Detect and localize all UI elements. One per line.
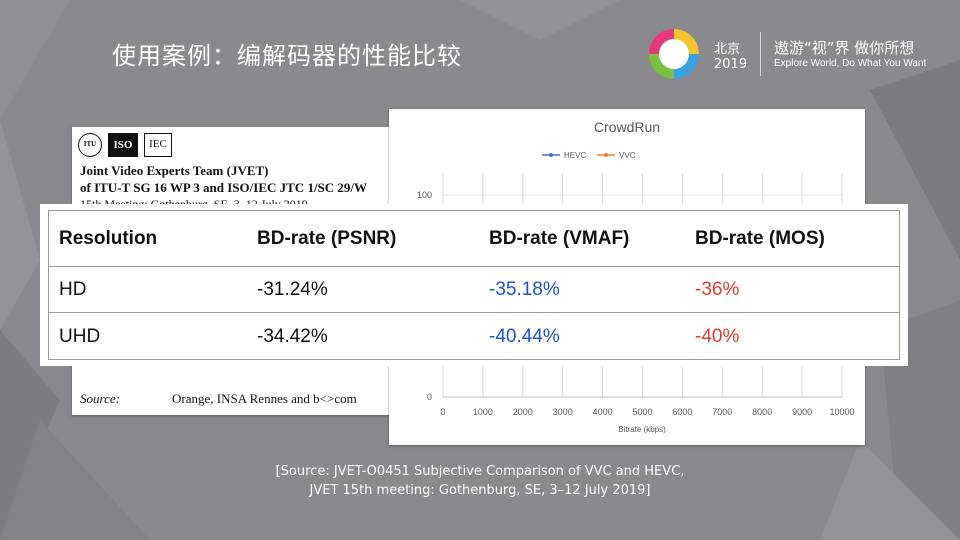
logo-city: 北京 — [714, 42, 741, 57]
bd-rate-table-grid: Resolution BD-rate (PSNR) BD-rate (VMAF)… — [48, 210, 900, 360]
cell-mos: -36% — [695, 279, 740, 300]
x-tick-label: 8000 — [752, 407, 772, 417]
legend-marker — [604, 153, 608, 157]
bd-rate-table: Resolution BD-rate (PSNR) BD-rate (VMAF)… — [40, 204, 908, 366]
chart-legend: HEVC VVC — [542, 151, 636, 160]
x-tick-label: 4000 — [593, 407, 613, 417]
logo-slogan: 遨游“视”界 做你所想 — [774, 39, 915, 57]
cell-psnr: -31.24% — [257, 279, 328, 300]
y-tick-label: 0 — [427, 392, 432, 402]
x-tick-label: 10000 — [829, 407, 854, 417]
table-row-uhd: UHD -34.42% -40.44% -40% — [49, 312, 899, 360]
logo-divider — [760, 32, 761, 76]
footer-source-line1: [Source: JVET-O0451 Subjective Compariso… — [275, 464, 685, 479]
event-logo: 北京 2019 遨游“视”界 做你所想 Explore World, Do Wh… — [648, 28, 948, 84]
itu-logo-icon: ITU — [78, 133, 102, 157]
header-bd-rate-mos: BD-rate (MOS) — [695, 227, 825, 249]
y-tick-label: 100 — [417, 190, 432, 200]
table-row-hd: HD -31.24% -35.18% -36% — [49, 266, 899, 313]
document-source-value: Orange, INSA Rennes and b<>com — [172, 391, 357, 406]
header-resolution: Resolution — [59, 227, 158, 249]
chart-y-ticks: 100 0 — [417, 190, 432, 402]
cell-resolution: UHD — [59, 325, 101, 347]
legend-marker — [549, 153, 553, 157]
document-sub: of ITU-T SG 16 WP 3 and ISO/IEC JTC 1/SC… — [80, 180, 368, 195]
document-org: Joint Video Experts Team (JVET) — [80, 163, 269, 178]
header-bd-rate-vmaf: BD-rate (VMAF) — [489, 227, 630, 249]
x-tick-label: 7000 — [712, 407, 732, 417]
chart-x-ticks: 0 1000 2000 3000 4000 5000 6000 7000 8000 9000 100… — [440, 407, 854, 417]
cell-vmaf: -40.44% — [489, 325, 560, 347]
x-tick-label: 6000 — [672, 407, 692, 417]
table-header-row: Resolution BD-rate (PSNR) BD-rate (VMAF)… — [49, 211, 899, 266]
iso-logo-icon: ISO — [108, 133, 138, 157]
footer-source: [Source: JVET-O0451 Subjective Compariso… — [180, 462, 780, 500]
footer-source-line2: JVET 15th meeting: Gothenburg, SE, 3–12 … — [309, 483, 651, 498]
legend-label: VVC — [619, 151, 636, 160]
header-bd-rate-psnr: BD-rate (PSNR) — [257, 227, 397, 249]
cell-psnr: -34.42% — [257, 325, 328, 347]
x-tick-label: 0 — [440, 407, 445, 417]
x-tick-label: 2000 — [513, 407, 533, 417]
iec-logo-icon: IEC — [144, 133, 172, 157]
cell-mos: -40% — [695, 325, 740, 347]
logo-year: 2019 — [714, 57, 748, 72]
live-video-stack-logo-icon — [649, 29, 699, 79]
logo-slogan-en: Explore World, Do What You Want — [774, 58, 927, 69]
slide-title: 使用案例：编解码器的性能比较 — [112, 42, 462, 70]
x-tick-label: 1000 — [473, 407, 493, 417]
x-tick-label: 5000 — [632, 407, 652, 417]
x-axis-title: Bitrate (kbps) — [618, 425, 666, 434]
x-tick-label: 3000 — [553, 407, 573, 417]
cell-vmaf: -35.18% — [489, 279, 560, 300]
cell-resolution: HD — [59, 279, 87, 300]
x-tick-label: 9000 — [792, 407, 812, 417]
chart-title: CrowdRun — [594, 119, 660, 135]
legend-label: HEVC — [564, 151, 586, 160]
document-source-label: Source: — [80, 391, 120, 406]
